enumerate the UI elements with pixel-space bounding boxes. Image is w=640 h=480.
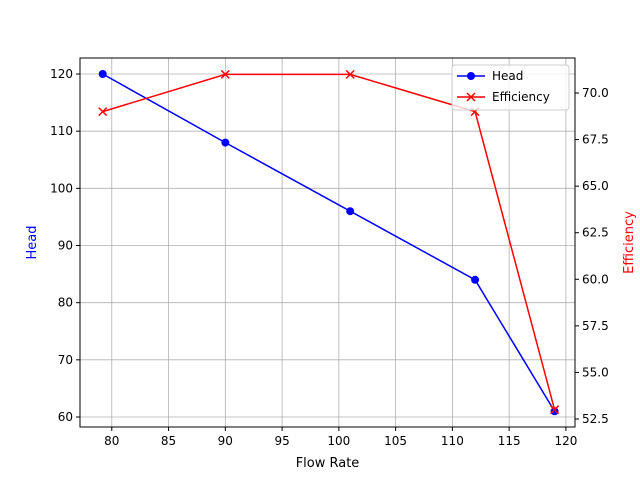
y-left-tick-label: 60 — [58, 410, 73, 424]
legend-efficiency-marker — [466, 92, 476, 102]
x-tick-label: 100 — [327, 434, 350, 448]
head-line — [102, 73, 556, 412]
head-point — [346, 207, 355, 216]
x-axis-label: Flow Rate — [296, 456, 360, 471]
x-tick-label: 95 — [274, 434, 289, 448]
y-left-tick-label: 80 — [58, 296, 73, 310]
x-tick-label: 120 — [554, 434, 577, 448]
y-right-tick-label: 52.5 — [582, 412, 609, 426]
efficiency-point — [550, 405, 560, 415]
x-tick-label: 90 — [218, 434, 233, 448]
x-tick-label: 85 — [161, 434, 176, 448]
y-axis-label-left: Head — [25, 226, 40, 260]
plot-frame — [79, 57, 576, 428]
legend: Head Efficiency — [451, 64, 570, 111]
y-right-tick-label: 67.5 — [582, 133, 609, 147]
x-tick-label: 110 — [441, 434, 464, 448]
efficiency-point — [98, 107, 108, 117]
y-right-tick-label: 62.5 — [582, 226, 609, 240]
y-right-tick-label: 70.0 — [582, 86, 609, 100]
head-point — [98, 70, 107, 79]
efficiency-line — [102, 73, 556, 410]
ticks: 80 85 90 95 100 105 110 115 120 60 70 80 90 100 110 120… — [50, 67, 609, 448]
legend-efficiency-label: Efficiency — [492, 90, 550, 104]
grid — [80, 58, 575, 427]
y-left-tick-label: 120 — [50, 67, 73, 81]
efficiency-point — [345, 69, 355, 79]
y-right-tick-label: 57.5 — [582, 319, 609, 333]
x-tick-label: 105 — [384, 434, 407, 448]
x-tick-label: 80 — [104, 434, 119, 448]
x-tick-label: 115 — [498, 434, 521, 448]
head-point — [221, 138, 230, 147]
y-left-tick-label: 110 — [50, 124, 73, 138]
y-left-tick-label: 70 — [58, 353, 73, 367]
efficiency-point — [220, 69, 230, 79]
legend-head-label: Head — [492, 69, 523, 83]
y-right-tick-label: 65.0 — [582, 179, 609, 193]
head-point — [550, 407, 559, 416]
head-point — [471, 275, 480, 284]
series-lines — [98, 69, 560, 416]
y-right-tick-label: 55.0 — [582, 365, 609, 379]
y-left-tick-label: 90 — [58, 239, 73, 253]
y-right-tick-label: 60.0 — [582, 272, 609, 286]
y-left-tick-label: 100 — [50, 181, 73, 195]
y-axis-label-right: Efficiency — [622, 211, 637, 274]
legend-head-marker — [467, 72, 475, 80]
